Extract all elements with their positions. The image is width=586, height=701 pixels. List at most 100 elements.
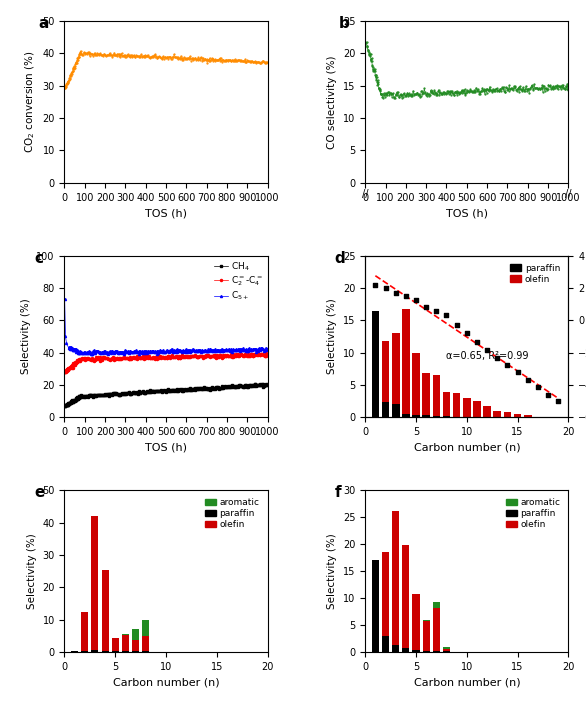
- Bar: [473, 401, 481, 417]
- Text: c: c: [34, 251, 43, 266]
- Bar: [433, 651, 440, 652]
- Bar: [372, 311, 379, 417]
- Legend: aromatic, paraffin, olefin: aromatic, paraffin, olefin: [202, 495, 263, 533]
- Point: [543, 389, 553, 400]
- Point: [442, 310, 451, 321]
- CH$_4$: [119, 388, 126, 397]
- Text: //: //: [565, 189, 572, 199]
- Bar: [132, 629, 139, 640]
- Bar: [442, 392, 450, 417]
- Point: [381, 283, 390, 294]
- Bar: [81, 612, 88, 651]
- Bar: [372, 560, 379, 652]
- Bar: [101, 570, 108, 651]
- Bar: [423, 416, 430, 417]
- Bar: [412, 415, 420, 417]
- Bar: [483, 407, 491, 417]
- Bar: [142, 620, 149, 636]
- C$_{5+}$: [83, 348, 90, 357]
- Bar: [514, 414, 522, 417]
- C$_{5+}$: [61, 295, 68, 304]
- X-axis label: TOS (h): TOS (h): [145, 208, 187, 218]
- C$_{5+}$: [219, 347, 226, 355]
- Bar: [132, 640, 139, 651]
- Point: [421, 301, 431, 312]
- Bar: [463, 398, 471, 417]
- Y-axis label: Selectivity (%): Selectivity (%): [27, 533, 37, 609]
- C$_{5+}$: [144, 348, 151, 357]
- Point: [554, 395, 563, 407]
- Y-axis label: CO selectivity (%): CO selectivity (%): [328, 55, 338, 149]
- Legend: paraffin, olefin: paraffin, olefin: [507, 260, 564, 287]
- Bar: [381, 341, 389, 417]
- Text: α=0.65, R²=0.99: α=0.65, R²=0.99: [447, 351, 529, 361]
- Bar: [392, 646, 399, 652]
- C$_2^{=}$-C$_4^{=}$: [253, 350, 260, 358]
- Bar: [392, 404, 400, 417]
- CH$_4$: [253, 381, 260, 390]
- CH$_4$: [73, 393, 80, 401]
- Bar: [382, 552, 389, 636]
- Bar: [142, 636, 149, 651]
- Point: [533, 381, 543, 393]
- C$_2^{=}$-C$_4^{=}$: [108, 355, 115, 363]
- Point: [391, 287, 400, 299]
- Bar: [503, 412, 511, 417]
- Bar: [381, 402, 389, 417]
- Legend: aromatic, paraffin, olefin: aromatic, paraffin, olefin: [502, 495, 564, 533]
- Point: [401, 290, 411, 301]
- Bar: [122, 634, 129, 635]
- Text: d: d: [335, 251, 346, 266]
- CH$_4$: [108, 390, 115, 399]
- C$_{5+}$: [264, 345, 271, 353]
- Line: C$_{5+}$: C$_{5+}$: [64, 298, 269, 355]
- Bar: [392, 510, 399, 646]
- CH$_4$: [115, 390, 122, 399]
- C$_2^{=}$-C$_4^{=}$: [115, 354, 122, 362]
- Y-axis label: CO$_2$ conversion (%): CO$_2$ conversion (%): [23, 50, 37, 154]
- Bar: [392, 333, 400, 417]
- CH$_4$: [264, 380, 271, 388]
- C$_2^{=}$-C$_4^{=}$: [263, 349, 270, 358]
- C$_{5+}$: [171, 347, 178, 355]
- Point: [371, 279, 380, 290]
- Point: [462, 327, 472, 339]
- Bar: [423, 374, 430, 417]
- C$_{5+}$: [245, 345, 252, 353]
- Bar: [382, 636, 389, 652]
- Y-axis label: Selectivity (%): Selectivity (%): [328, 533, 338, 609]
- Bar: [101, 651, 108, 652]
- C$_2^{=}$-C$_4^{=}$: [139, 353, 146, 361]
- C$_2^{=}$-C$_4^{=}$: [62, 368, 69, 376]
- X-axis label: TOS (h): TOS (h): [446, 208, 488, 218]
- X-axis label: TOS (h): TOS (h): [145, 442, 187, 453]
- CH$_4$: [263, 379, 270, 388]
- Text: f: f: [335, 485, 342, 501]
- Y-axis label: Selectivity (%): Selectivity (%): [21, 299, 31, 374]
- Legend: CH$_4$, C$_2^{=}$-C$_4^{=}$, C$_{5+}$: CH$_4$, C$_2^{=}$-C$_4^{=}$, C$_{5+}$: [212, 258, 265, 304]
- Bar: [423, 621, 430, 651]
- Bar: [91, 516, 98, 651]
- Text: //: //: [362, 189, 369, 199]
- Bar: [413, 594, 420, 651]
- Bar: [524, 416, 532, 417]
- CH$_4$: [139, 388, 146, 396]
- Bar: [413, 651, 420, 652]
- Bar: [403, 545, 410, 648]
- Text: b: b: [339, 16, 350, 31]
- Y-axis label: Selectivity (%): Selectivity (%): [328, 299, 338, 374]
- Point: [482, 345, 492, 356]
- CH$_4$: [61, 402, 68, 410]
- Bar: [432, 375, 440, 417]
- Bar: [443, 649, 450, 651]
- Bar: [81, 651, 88, 652]
- Point: [472, 336, 482, 348]
- Point: [513, 367, 522, 378]
- C$_{5+}$: [121, 350, 128, 358]
- Text: e: e: [34, 485, 45, 501]
- Bar: [423, 651, 430, 652]
- C$_2^{=}$-C$_4^{=}$: [119, 354, 126, 362]
- CH$_4$: [62, 402, 69, 410]
- Point: [452, 320, 461, 331]
- Line: C$_2^{=}$-C$_4^{=}$: C$_2^{=}$-C$_4^{=}$: [64, 352, 269, 374]
